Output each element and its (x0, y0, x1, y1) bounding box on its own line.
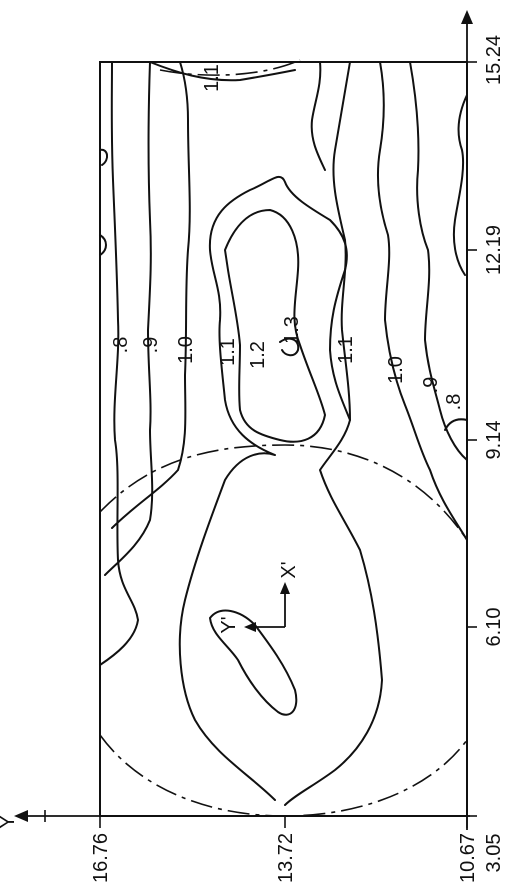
contour-line-08-top (99, 61, 139, 666)
y-tick-label: 10.67 (457, 833, 479, 883)
contour-line-11-main (178, 176, 383, 806)
contour-label: 1.0 (385, 356, 407, 384)
contour-line-13 (279, 337, 300, 357)
contour-line-09-bottom (409, 61, 468, 461)
x-tick-label: 15.24 (483, 35, 505, 85)
contour-label: 1.1 (335, 336, 357, 364)
contour-label: 1.2 (247, 341, 269, 369)
contour-line-08-bottom-a (452, 94, 468, 276)
contour-line-11-upper (149, 61, 296, 82)
y-axis-label: Y (0, 815, 19, 828)
contour-line-11-right (310, 61, 326, 171)
local-y-axis-label: Y' (218, 616, 240, 633)
local-y-axis-arrow-icon (244, 622, 256, 632)
x-tick-label: 3.05 (483, 834, 505, 873)
contour-small-feature (99, 234, 107, 256)
contour-label: .9 (420, 377, 442, 394)
contour-line-09-top (104, 61, 154, 576)
contour-label: .9 (140, 337, 162, 354)
y-tick-label: 16.76 (90, 833, 112, 883)
contour-line-10-top (111, 61, 191, 529)
contour-line-11-bottom (332, 61, 351, 421)
x-axis-arrow-icon (461, 10, 473, 24)
contour-line-08-bottom-b (444, 418, 468, 431)
contour-label: 1.3 (281, 316, 303, 344)
contour-line-10-bottom (377, 61, 468, 541)
local-x-axis-label: X' (278, 561, 300, 578)
y-tick-label: 13.72 (275, 833, 297, 883)
dashed-boundary-top (159, 59, 301, 76)
contour-label: .8 (110, 337, 132, 354)
contour-label: 1.0 (175, 336, 197, 364)
local-x-axis-arrow-icon (280, 582, 290, 594)
contour-label: .8 (443, 394, 465, 411)
contour-line-12 (224, 209, 326, 443)
contour-label: 1.1 (217, 338, 239, 366)
dashed-boundary-upper (99, 444, 468, 541)
contour-label: 1.1 (201, 64, 223, 92)
x-tick-label: 9.14 (483, 421, 505, 460)
x-tick-label: 12.19 (483, 225, 505, 275)
plot-frame (99, 61, 468, 817)
dashed-boundary-lower (99, 734, 468, 817)
y-axis-arrow-icon (14, 810, 28, 822)
contour-small-feature (99, 148, 108, 166)
x-tick-label: 6.10 (483, 608, 505, 647)
